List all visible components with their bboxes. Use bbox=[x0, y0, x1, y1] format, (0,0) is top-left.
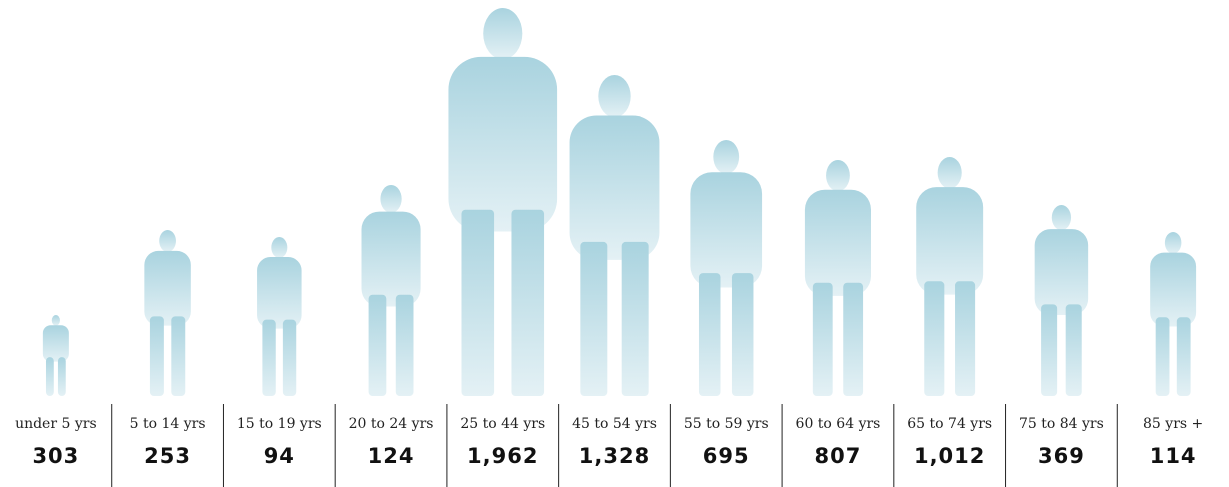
silhouette-leg bbox=[368, 294, 387, 396]
silhouette-leg bbox=[1176, 317, 1191, 396]
count-value: 1,962 bbox=[467, 444, 538, 468]
silhouette-leg bbox=[1155, 317, 1170, 396]
count-value: 1,328 bbox=[579, 444, 650, 468]
silhouette-leg bbox=[511, 209, 545, 396]
age-label: under 5 yrs bbox=[15, 416, 97, 432]
silhouette-leg bbox=[1065, 304, 1082, 396]
silhouette-leg bbox=[461, 209, 495, 396]
person-silhouette bbox=[804, 160, 871, 396]
count-value: 695 bbox=[703, 444, 750, 468]
age-label: 65 to 74 yrs bbox=[907, 416, 992, 432]
silhouette-head bbox=[271, 237, 288, 258]
silhouette-body bbox=[42, 325, 69, 362]
silhouette-head bbox=[1164, 232, 1182, 254]
silhouette-body bbox=[916, 187, 984, 295]
silhouette-leg bbox=[812, 282, 833, 396]
silhouette-leg bbox=[731, 273, 754, 396]
silhouette-leg bbox=[1041, 304, 1058, 396]
silhouette-leg bbox=[149, 316, 164, 396]
count-value: 1,012 bbox=[914, 444, 985, 468]
silhouette-head bbox=[1051, 205, 1072, 231]
age-label: 45 to 54 yrs bbox=[572, 416, 657, 432]
person-silhouette bbox=[448, 8, 558, 396]
silhouette-leg bbox=[580, 241, 608, 396]
age-label: 60 to 64 yrs bbox=[796, 416, 881, 432]
silhouette-leg bbox=[955, 281, 976, 396]
person-silhouette bbox=[144, 230, 191, 396]
age-label: 55 to 59 yrs bbox=[684, 416, 769, 432]
silhouette-leg bbox=[395, 294, 414, 396]
silhouette-head bbox=[713, 140, 740, 174]
silhouette-leg bbox=[621, 241, 649, 396]
age-label: 5 to 14 yrs bbox=[130, 416, 206, 432]
age-label: 20 to 24 yrs bbox=[349, 416, 434, 432]
silhouette-body bbox=[804, 189, 871, 296]
silhouette-head bbox=[483, 8, 523, 60]
silhouette-leg bbox=[45, 357, 54, 396]
silhouette-body bbox=[1150, 252, 1197, 327]
silhouette-body bbox=[690, 172, 763, 288]
age-label: 85 yrs + bbox=[1143, 416, 1203, 432]
person-silhouette bbox=[1034, 205, 1089, 396]
silhouette-leg bbox=[698, 273, 721, 396]
count-value: 303 bbox=[32, 444, 79, 468]
silhouette-body bbox=[1034, 229, 1089, 316]
age-label: 75 to 84 yrs bbox=[1019, 416, 1104, 432]
silhouette-body bbox=[448, 56, 558, 232]
silhouette-leg bbox=[843, 282, 864, 396]
silhouette-head bbox=[159, 230, 176, 252]
count-value: 807 bbox=[815, 444, 862, 468]
age-label: 25 to 44 yrs bbox=[460, 416, 545, 432]
person-silhouette bbox=[42, 315, 69, 396]
silhouette-head bbox=[826, 160, 850, 192]
silhouette-body bbox=[144, 250, 191, 326]
silhouette-body bbox=[569, 115, 660, 260]
silhouette-body bbox=[361, 211, 421, 307]
silhouette-leg bbox=[57, 357, 66, 396]
count-value: 369 bbox=[1038, 444, 1085, 468]
count-value: 253 bbox=[144, 444, 191, 468]
count-value: 94 bbox=[264, 444, 295, 468]
age-label: 15 to 19 yrs bbox=[237, 416, 322, 432]
silhouette-leg bbox=[262, 319, 276, 396]
silhouette-leg bbox=[171, 316, 186, 396]
count-value: 124 bbox=[368, 444, 415, 468]
silhouette-body bbox=[257, 257, 302, 329]
silhouette-leg bbox=[924, 281, 945, 396]
person-silhouette bbox=[569, 75, 660, 396]
silhouette-leg bbox=[282, 319, 297, 396]
person-silhouette bbox=[361, 185, 421, 396]
person-silhouette bbox=[690, 140, 763, 396]
silhouette-head bbox=[937, 157, 962, 189]
person-silhouette bbox=[916, 157, 984, 396]
person-silhouette bbox=[1150, 232, 1197, 396]
silhouette-head bbox=[51, 315, 60, 326]
person-silhouette bbox=[257, 237, 302, 396]
silhouette-head bbox=[598, 75, 631, 118]
silhouette-head bbox=[380, 185, 402, 213]
count-value: 114 bbox=[1150, 444, 1197, 468]
